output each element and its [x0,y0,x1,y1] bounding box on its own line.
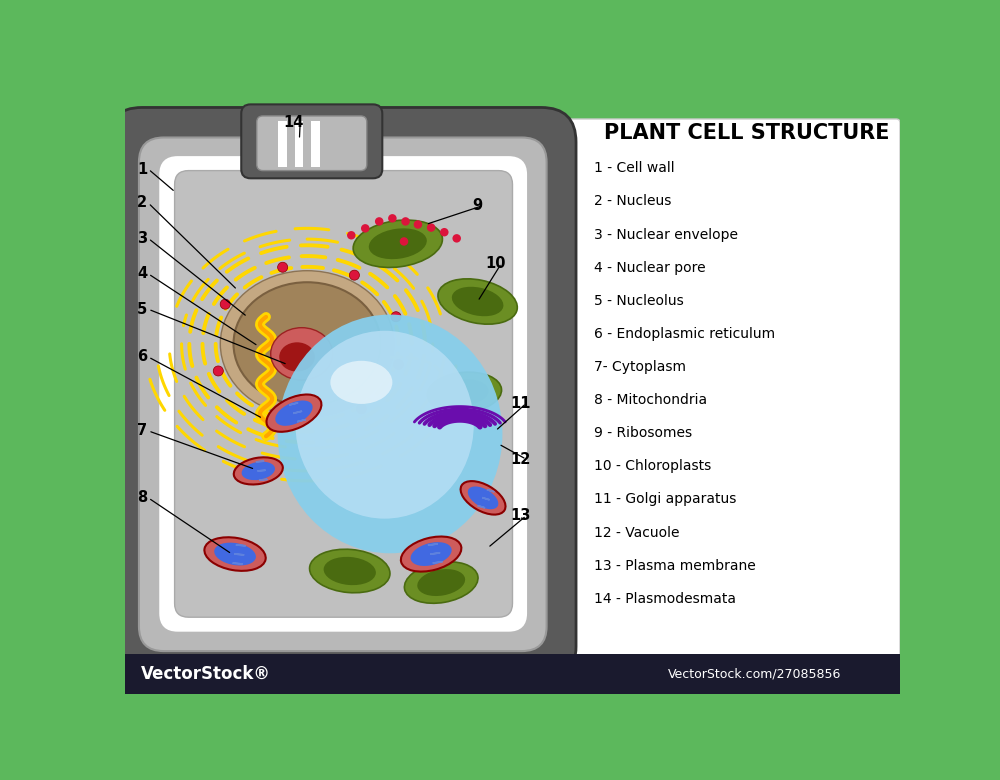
Circle shape [452,234,461,243]
Ellipse shape [310,549,390,593]
Circle shape [220,300,230,309]
Ellipse shape [220,271,394,417]
Text: 8 - Mitochondria: 8 - Mitochondria [594,393,707,407]
Text: 6 - Endoplasmic reticulum: 6 - Endoplasmic reticulum [594,327,775,341]
Ellipse shape [275,400,313,426]
Text: 1: 1 [137,161,147,176]
FancyBboxPatch shape [139,137,547,651]
Circle shape [375,217,383,225]
Circle shape [356,404,366,414]
Ellipse shape [468,487,498,509]
FancyBboxPatch shape [125,119,900,665]
Text: 6: 6 [137,349,147,364]
Circle shape [391,312,401,321]
Text: 4 - Nuclear pore: 4 - Nuclear pore [594,261,706,275]
Ellipse shape [452,287,503,316]
Ellipse shape [271,328,333,380]
FancyBboxPatch shape [161,158,526,630]
Ellipse shape [401,537,461,572]
Ellipse shape [234,457,283,484]
Ellipse shape [438,278,517,324]
Text: VectorStock®: VectorStock® [140,665,270,683]
Bar [278,121,287,167]
Text: 3 - Nuclear envelope: 3 - Nuclear envelope [594,228,738,242]
FancyBboxPatch shape [257,116,367,171]
Ellipse shape [324,557,376,585]
Bar [295,121,303,167]
Text: 9 - Ribosomes: 9 - Ribosomes [594,426,692,440]
Text: 10: 10 [485,256,506,271]
Text: 3: 3 [137,231,147,246]
Ellipse shape [266,395,321,432]
Ellipse shape [404,562,478,603]
Text: 11 - Golgi apparatus: 11 - Golgi apparatus [594,492,736,506]
Text: 11: 11 [510,395,530,410]
Ellipse shape [296,331,474,519]
Text: 9: 9 [473,198,483,213]
Text: 5: 5 [137,302,147,317]
Text: 13 - Plasma membrane: 13 - Plasma membrane [594,558,756,573]
Ellipse shape [411,542,452,566]
Ellipse shape [427,372,502,413]
Text: 7: 7 [137,424,147,438]
Bar [311,121,320,167]
Circle shape [400,237,408,246]
Circle shape [401,217,410,225]
Text: 2 - Nucleus: 2 - Nucleus [594,194,671,208]
Ellipse shape [369,229,427,259]
Circle shape [349,270,359,280]
Ellipse shape [214,543,256,566]
Circle shape [347,231,356,239]
Ellipse shape [279,342,315,371]
Text: 14 - Plasmodesmata: 14 - Plasmodesmata [594,592,736,606]
Ellipse shape [461,481,506,515]
Ellipse shape [278,314,502,553]
Text: 8: 8 [137,491,147,505]
Circle shape [440,228,449,236]
Text: 5 - Nucleolus: 5 - Nucleolus [594,294,684,308]
Circle shape [414,220,422,229]
Ellipse shape [440,379,489,406]
Ellipse shape [417,569,465,596]
Text: 7- Cytoplasm: 7- Cytoplasm [594,360,686,374]
Ellipse shape [353,220,442,268]
Text: 1 - Cell wall: 1 - Cell wall [594,161,674,176]
Text: 4: 4 [137,266,147,282]
Text: PLANT CELL STRUCTURE: PLANT CELL STRUCTURE [604,123,889,143]
Circle shape [278,262,288,272]
FancyBboxPatch shape [107,108,576,681]
Text: VectorStock.com/27085856: VectorStock.com/27085856 [668,668,841,681]
Circle shape [278,416,288,425]
FancyBboxPatch shape [241,105,382,179]
Text: 12: 12 [510,452,530,467]
Circle shape [393,360,403,370]
Circle shape [213,366,223,376]
FancyBboxPatch shape [175,171,512,617]
Ellipse shape [234,282,381,406]
Text: 14: 14 [284,115,304,130]
Circle shape [427,223,435,232]
Ellipse shape [204,537,266,571]
Text: 10 - Chloroplasts: 10 - Chloroplasts [594,459,711,473]
Ellipse shape [330,361,392,404]
Text: 12 - Vacuole: 12 - Vacuole [594,526,679,540]
Text: 13: 13 [510,508,530,523]
Circle shape [361,224,370,232]
Bar [125,654,900,694]
Ellipse shape [242,462,275,480]
Circle shape [388,214,397,222]
Text: 2: 2 [137,196,147,211]
